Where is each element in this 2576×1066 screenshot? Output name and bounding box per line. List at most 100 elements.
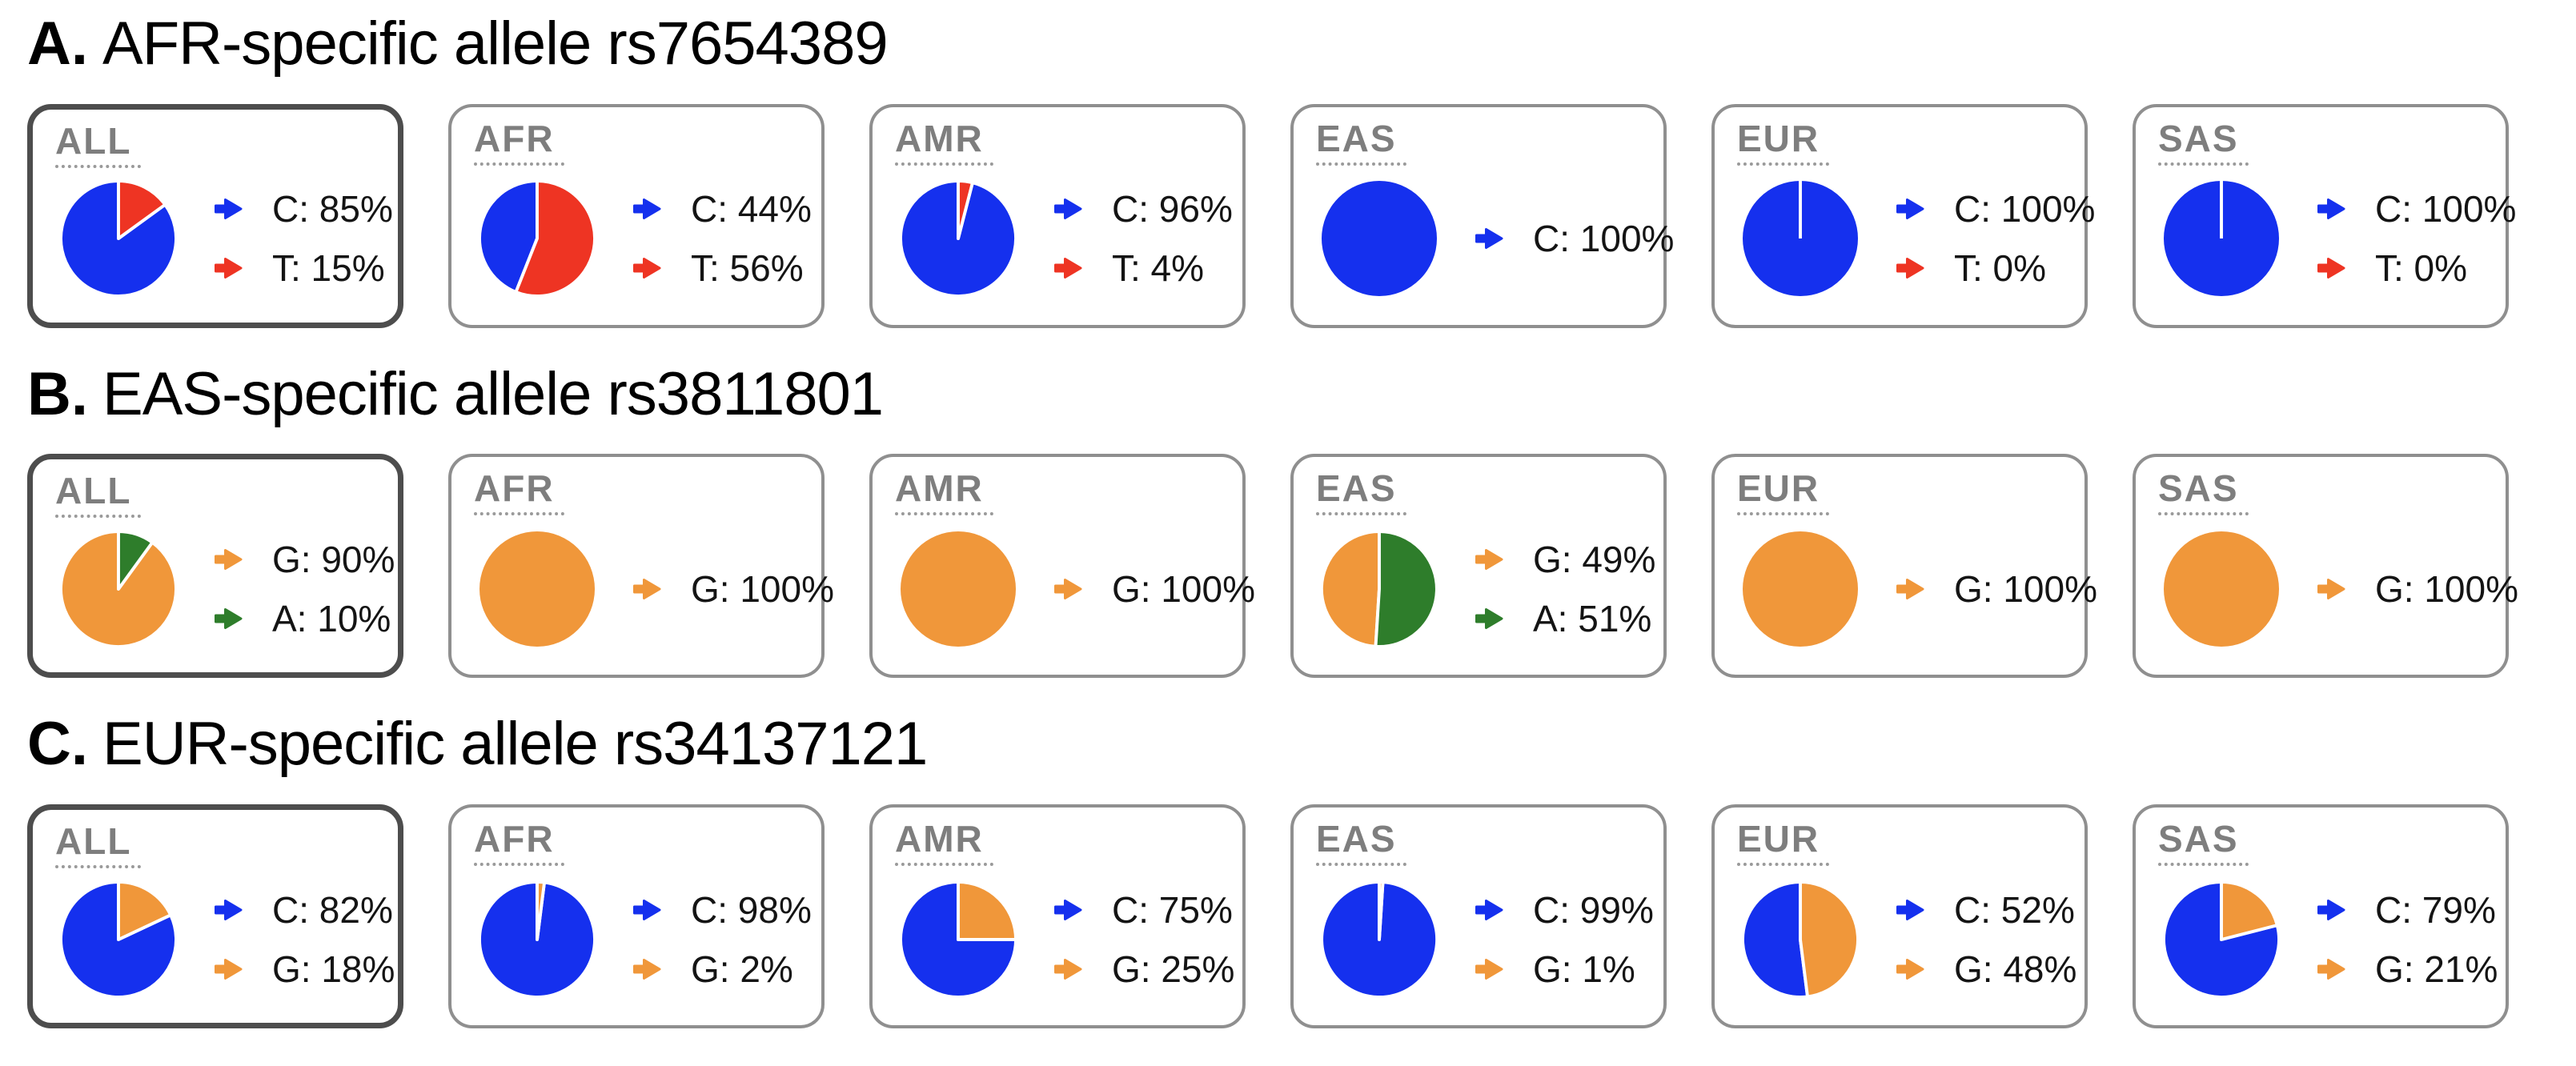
legend-row: A: 10% — [214, 597, 395, 640]
population-label-underline: AFR — [474, 120, 564, 166]
legend-row: C: 96% — [1053, 187, 1233, 230]
legend-row: T: 0% — [2317, 246, 2516, 290]
arrow-icon — [1896, 258, 1924, 279]
population-label: AMR — [895, 818, 984, 860]
arrow-icon — [633, 198, 661, 220]
card-body: C: 100% T: 0% — [1737, 166, 2095, 312]
allele-frequency-label: G: 100% — [2375, 567, 2518, 610]
card-body: C: 52% G: 48% — [1737, 866, 2076, 1012]
arrow-icon — [2317, 578, 2345, 599]
legend-row: C: 44% — [632, 187, 812, 230]
allele-frequency-label: C: 52% — [1954, 888, 2075, 931]
population-card-eur: EUR G: 100% — [1711, 454, 2097, 679]
legend-row: G: 48% — [1896, 948, 2076, 991]
pie-wrap — [58, 529, 179, 649]
pie-chart — [2162, 880, 2281, 999]
population-label-underline: EUR — [1737, 470, 1830, 516]
arrow-icon — [1054, 899, 1082, 920]
card-body: C: 96% T: 4% — [895, 166, 1233, 312]
legend-row: G: 100% — [2317, 567, 2518, 611]
arrow-icon — [1475, 958, 1503, 980]
section-a-cards: ALL C: 85% T: 15% AFR C: 44% T: 56% — [27, 103, 2549, 328]
pie-chart — [899, 880, 1017, 999]
pie-chart — [1320, 880, 1438, 999]
allele-legend: C: 44% T: 56% — [632, 187, 812, 290]
arrow-icon — [215, 958, 243, 980]
population-label-underline: AFR — [474, 818, 564, 867]
population-card-all: ALL G: 90% A: 10% — [27, 454, 403, 679]
legend-row: C: 79% — [2317, 888, 2498, 932]
legend-row: T: 4% — [1053, 246, 1233, 290]
pie-wrap — [1319, 178, 1439, 299]
arrow-icon — [633, 958, 661, 980]
arrow-icon — [215, 258, 243, 279]
allele-frequency-label: G: 100% — [1112, 567, 1255, 610]
population-label: AFR — [474, 818, 555, 860]
arrow-icon — [1054, 958, 1082, 980]
arrow-icon — [1054, 198, 1082, 220]
allele-frequency-label: G: 1% — [1533, 948, 1635, 990]
population-card-all: ALL C: 82% G: 18% — [27, 804, 403, 1029]
pie-wrap — [898, 178, 1018, 299]
arrow-icon — [215, 548, 243, 570]
pie-chart — [2164, 531, 2279, 647]
legend-row: C: 98% — [632, 888, 812, 932]
pie-wrap — [898, 529, 1018, 649]
pie-chart — [1741, 880, 1860, 999]
legend-row: C: 82% — [214, 888, 395, 932]
section-a-title-text: AFR-specific allele rs7654389 — [102, 10, 889, 78]
panel-letter-c: C. — [27, 710, 88, 779]
pie-chart — [59, 880, 178, 999]
section-b-title-text: EAS-specific allele rs3811801 — [102, 359, 884, 428]
population-label-underline: SAS — [2158, 820, 2249, 867]
population-card-eas: EAS C: 99% G: 1% — [1290, 804, 1667, 1029]
arrow-icon — [1896, 578, 1924, 599]
population-label: AMR — [895, 467, 984, 510]
arrow-icon — [1475, 607, 1503, 629]
legend-row: G: 25% — [1053, 948, 1234, 991]
arrow-icon — [1475, 899, 1503, 920]
legend-row: C: 85% — [214, 187, 393, 230]
arrow-icon — [633, 899, 661, 920]
allele-legend: G: 100% — [2317, 567, 2518, 611]
card-body: C: 82% G: 18% — [55, 868, 395, 1010]
section-c: C. EUR-specific allele rs34137121 ALL C: … — [27, 708, 2549, 1029]
arrow-icon — [1896, 899, 1924, 920]
population-card-sas: SAS C: 79% G: 21% — [2133, 804, 2509, 1029]
population-label-underline: SAS — [2158, 470, 2249, 516]
pie-chart — [1743, 531, 1858, 647]
population-label-underline: ALL — [55, 472, 142, 519]
allele-legend: C: 100% T: 0% — [1896, 187, 2095, 290]
allele-legend: C: 79% G: 21% — [2317, 888, 2498, 991]
allele-legend: C: 100% T: 0% — [2317, 187, 2516, 290]
pie-chart — [1743, 181, 1858, 297]
pie-wrap — [58, 178, 179, 299]
allele-legend: C: 100% — [1475, 217, 1674, 260]
population-label: ALL — [55, 820, 132, 863]
population-card-sas: SAS C: 100% T: 0% — [2133, 103, 2516, 328]
arrow-icon — [633, 578, 661, 599]
panel-letter-a: A. — [27, 10, 88, 78]
allele-legend: C: 82% G: 18% — [214, 888, 395, 991]
allele-frequency-label: C: 85% — [272, 188, 393, 230]
allele-frequency-label: C: 100% — [1533, 218, 1675, 260]
card-body: C: 79% G: 21% — [2158, 866, 2498, 1012]
arrow-icon — [2317, 899, 2345, 920]
section-c-title: C. EUR-specific allele rs34137121 — [27, 708, 2549, 780]
allele-legend: C: 96% T: 4% — [1053, 187, 1233, 290]
population-label-underline: ALL — [55, 122, 142, 168]
legend-row: G: 90% — [214, 538, 395, 581]
card-body: C: 99% G: 1% — [1316, 866, 1654, 1012]
allele-frequency-label: G: 21% — [2375, 948, 2498, 990]
allele-frequency-label: G: 90% — [272, 538, 395, 580]
population-label-underline: EUR — [1737, 117, 1830, 166]
allele-frequency-label: G: 49% — [1533, 538, 1656, 580]
population-card-amr: AMR C: 96% T: 4% — [869, 103, 1246, 328]
population-label: EUR — [1737, 117, 1820, 159]
legend-row: C: 75% — [1053, 888, 1234, 932]
legend-row: T: 56% — [632, 246, 812, 290]
card-body: C: 85% T: 15% — [55, 168, 393, 310]
pie-wrap — [1319, 880, 1439, 1000]
allele-frequency-label: C: 100% — [2375, 188, 2517, 230]
card-body: G: 100% — [2158, 515, 2518, 662]
